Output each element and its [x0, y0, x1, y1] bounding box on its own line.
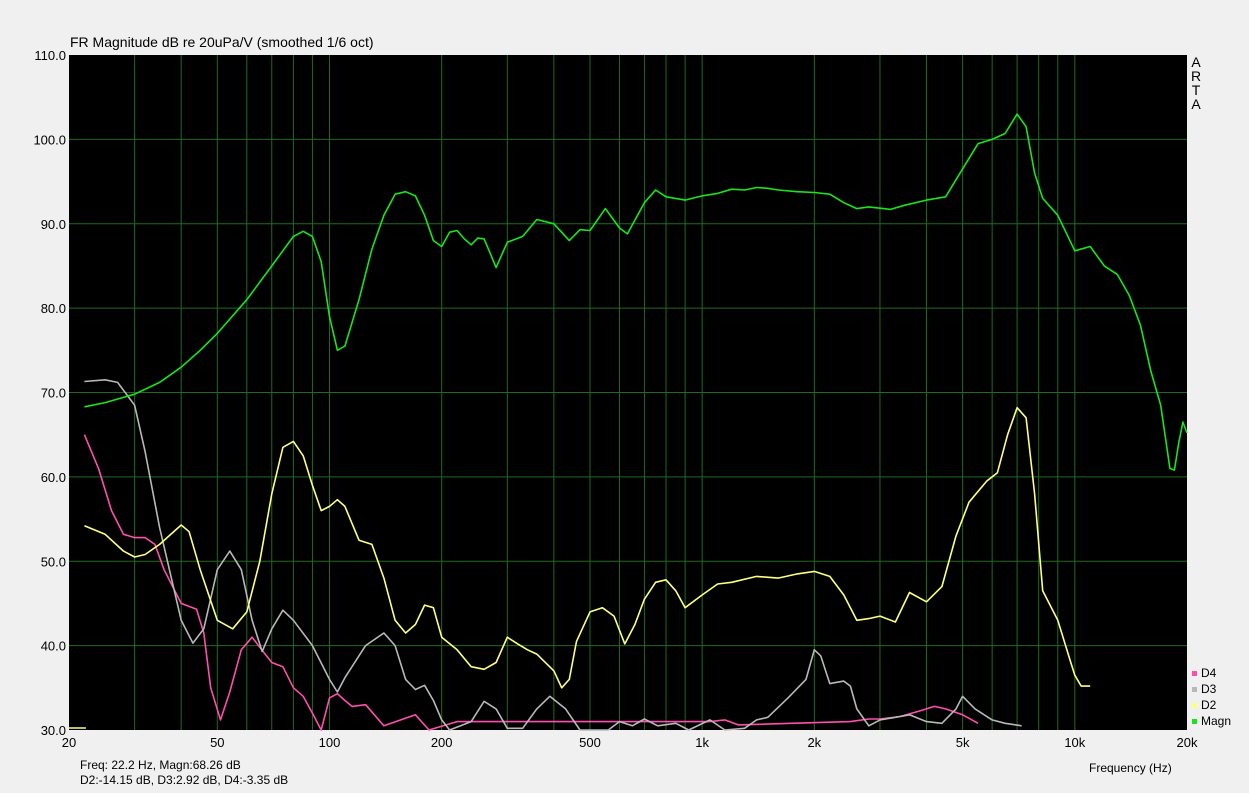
legend-swatch — [1192, 686, 1197, 692]
x-tick-label: 20k — [1177, 735, 1198, 750]
arta-letter: A — [1191, 54, 1201, 70]
legend-swatch — [1192, 702, 1197, 708]
legend-item-d4: D4 — [1192, 665, 1231, 681]
legend-item-d2: D2 — [1192, 697, 1231, 713]
x-tick-label: 20 — [62, 735, 76, 750]
x-tick-label: 50 — [210, 735, 224, 750]
cursor-readout: Freq: 22.2 Hz, Magn:68.26 dB D2:-14.15 d… — [80, 758, 288, 788]
series-group — [69, 113, 1188, 731]
y-axis: 30.0 40.0 50.0 60.0 70.0 80.0 90.0 100.0 110.0 — [33, 48, 66, 738]
readout-line-distortion: D2:-14.15 dB, D3:2.92 dB, D4:-3.35 dB — [80, 773, 289, 787]
series-line-magn — [84, 113, 1188, 471]
y-tick-label: 30.0 — [41, 723, 66, 738]
y-tick-label: 70.0 — [41, 386, 66, 401]
x-tick-label: 1k — [695, 735, 709, 750]
arta-letter: T — [1191, 82, 1201, 98]
legend-swatch — [1192, 718, 1197, 724]
x-tick-label: 5k — [956, 735, 970, 750]
x-tick-label: 100 — [319, 735, 341, 750]
legend-item-magn: Magn — [1192, 713, 1231, 729]
legend-label: Magn — [1201, 714, 1232, 728]
x-tick-label: 10k — [1064, 735, 1085, 750]
y-tick-label: 40.0 — [41, 639, 66, 654]
y-tick-label: 90.0 — [41, 217, 66, 232]
grid — [69, 55, 1187, 730]
legend-label: D3 — [1201, 682, 1217, 696]
x-axis: 20 50 100 200 500 1k 2k 5k 10k 20k — [62, 735, 1198, 750]
legend-swatch — [1192, 670, 1197, 676]
series-line-d4 — [83, 434, 979, 731]
y-tick-label: 50.0 — [41, 554, 66, 569]
chart-title: FR Magnitude dB re 20uPa/V (smoothed 1/6… — [70, 34, 374, 50]
legend-label: D4 — [1201, 666, 1217, 680]
y-tick-label: 80.0 — [41, 301, 66, 316]
y-tick-label: 110.0 — [34, 48, 66, 63]
x-tick-label: 500 — [579, 735, 601, 750]
legend-item-d3: D3 — [1192, 681, 1231, 697]
arta-letter: A — [1191, 96, 1201, 112]
y-tick-label: 100.0 — [33, 132, 66, 147]
arta-side-label: A R T A — [1190, 55, 1202, 111]
x-tick-label: 2k — [807, 735, 821, 750]
legend-label: D2 — [1201, 698, 1217, 712]
x-axis-label: Frequency (Hz) — [1089, 761, 1172, 775]
readout-line-freq: Freq: 22.2 Hz, Magn:68.26 dB — [80, 758, 241, 772]
x-tick-label: 200 — [431, 735, 453, 750]
arta-letter: R — [1190, 68, 1202, 84]
series-line-d2 — [84, 406, 1091, 689]
legend: D4 D3 D2 Magn — [1192, 665, 1231, 729]
y-tick-label: 60.0 — [41, 470, 66, 485]
